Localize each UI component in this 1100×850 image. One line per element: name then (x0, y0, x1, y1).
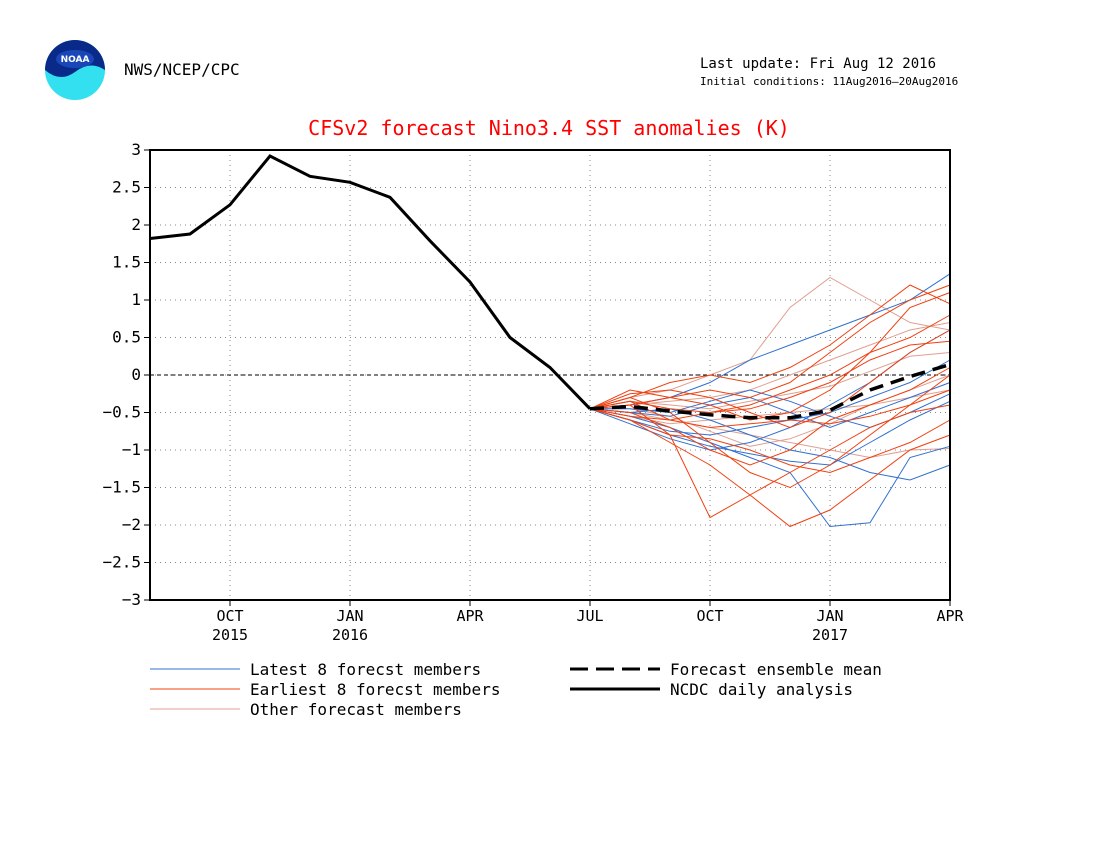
y-tick-label: 3 (131, 140, 141, 159)
noaa-logo: NOAA (45, 40, 105, 100)
legend-label: Earliest 8 forecst members (250, 680, 500, 699)
x-tick-month-label: JAN (336, 607, 363, 625)
other-member-line (590, 374, 951, 447)
legend-label: Other forecast members (250, 700, 462, 719)
x-tick-year-label: 2015 (212, 626, 248, 644)
y-tick-label: 0.5 (112, 328, 141, 347)
chart-title: CFSv2 forecast Nino3.4 SST anomalies (K) (308, 116, 790, 140)
y-axis-ticks: 3 2.5 2 1.5 1 0.5 0 −0.5 −1 −1.5 −2 −2.5 −3 (102, 140, 150, 609)
y-tick-label: −2.5 (102, 553, 141, 572)
x-tick-month-label: JUL (576, 607, 603, 625)
other-member-line (589, 408, 951, 459)
earliest-member-line (589, 292, 951, 421)
earliest-member-line (589, 374, 951, 489)
last-update-text: Last update: Fri Aug 12 2016 (700, 56, 937, 72)
main-lines-layer (149, 154, 951, 420)
x-tick-month-label: APR (456, 607, 484, 625)
grid-layer (150, 150, 950, 600)
y-tick-label: 0 (131, 365, 141, 384)
latest-member-line (589, 273, 951, 410)
earliest-member-line (589, 408, 951, 474)
y-tick-label: 1.5 (112, 253, 141, 272)
noaa-logo-text: NOAA (61, 55, 90, 65)
y-tick-label: −3 (122, 590, 141, 609)
earliest-member-line (589, 284, 951, 410)
x-tick-month-label: JAN (816, 607, 843, 625)
legend-label: NCDC daily analysis (670, 680, 853, 699)
x-tick-month-label: OCT (696, 607, 723, 625)
y-tick-label: −2 (122, 515, 141, 534)
earliest-member-line (589, 284, 951, 410)
x-tick-year-label: 2016 (332, 626, 368, 644)
earliest-member-line (589, 408, 951, 528)
earliest-member-line (589, 389, 951, 429)
latest-member-line (589, 359, 951, 436)
forecast-members-layer (589, 273, 951, 528)
x-tick-month-label: OCT (216, 607, 243, 625)
legend-label: Forecast ensemble mean (670, 660, 882, 679)
x-tick-month-label: APR (936, 607, 964, 625)
earliest-member-line (589, 314, 951, 414)
ncdc-analysis-line (149, 154, 592, 410)
latest-member-line (589, 408, 951, 528)
earliest-member-line (589, 329, 951, 429)
x-tick-year-label: 2017 (812, 626, 848, 644)
initial-conditions-text: Initial conditions: 11Aug2016–20Aug2016 (700, 75, 959, 88)
y-tick-label: 2.5 (112, 178, 141, 197)
y-tick-label: −0.5 (102, 403, 141, 422)
y-tick-label: 2 (131, 215, 141, 234)
legend-label: Latest 8 forecst members (250, 660, 481, 679)
y-tick-label: −1 (122, 440, 141, 459)
ensemble-mean-line (589, 362, 951, 420)
agency-label: NWS/NCEP/CPC (124, 60, 240, 79)
y-tick-label: −1.5 (102, 478, 141, 497)
latest-member-line (589, 382, 951, 429)
earliest-member-line (589, 340, 951, 421)
y-tick-label: 1 (131, 290, 141, 309)
plot-frame (149, 149, 951, 601)
